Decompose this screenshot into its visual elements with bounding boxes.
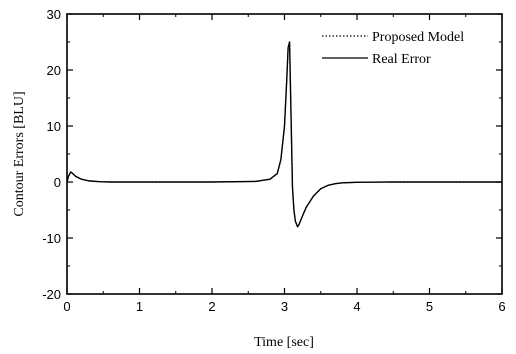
- x-tick-label: 0: [63, 299, 70, 314]
- x-tick-label: 2: [208, 299, 215, 314]
- legend-label-proposed-model: Proposed Model: [372, 30, 464, 45]
- y-tick-label: 10: [47, 119, 61, 134]
- y-tick-label: 0: [54, 175, 61, 190]
- axis-ticks: [66, 13, 503, 295]
- series-line-proposed-model: [66, 41, 502, 228]
- y-axis-title: Contour Errors [BLU]: [12, 91, 27, 216]
- series-line-real-error: [66, 41, 502, 228]
- x-tick-label: 6: [498, 299, 505, 314]
- plot-frame: [66, 13, 503, 295]
- y-tick-label: -20: [42, 287, 61, 302]
- series-lines: [66, 41, 502, 228]
- x-axis-title: Time [sec]: [254, 335, 314, 350]
- x-tick-label: 1: [136, 299, 143, 314]
- tick-labels: 0 1 2 3 4 5 6 -20 -10 0 10 20 30: [42, 7, 505, 314]
- x-tick-label: 3: [281, 299, 288, 314]
- x-tick-label: 4: [353, 299, 360, 314]
- x-tick-label: 5: [426, 299, 433, 314]
- legend-label-real-error: Real Error: [372, 52, 431, 67]
- y-tick-label: -10: [42, 231, 61, 246]
- y-tick-label: 20: [47, 63, 61, 78]
- legend: Proposed Model Real Error: [322, 30, 464, 67]
- y-tick-label: 30: [47, 7, 61, 22]
